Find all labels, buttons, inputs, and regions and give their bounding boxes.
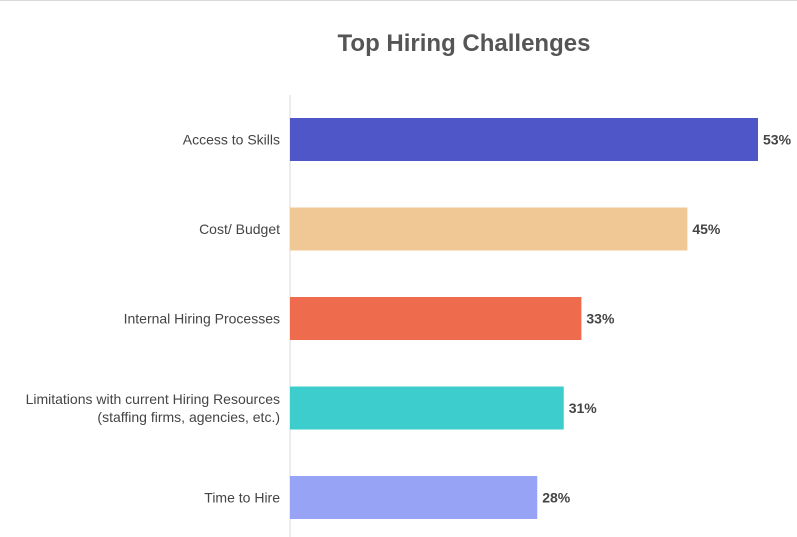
value-label-4: 31% — [569, 400, 598, 416]
category-label-3: Internal Hiring Processes — [124, 311, 280, 327]
value-labels-group: 53% 45% 33% 31% 28% — [542, 132, 791, 506]
category-label-2: Cost/ Budget — [199, 221, 280, 237]
bars-group — [290, 118, 758, 519]
category-label-line: Cost/ Budget — [199, 221, 280, 237]
category-label-line: Access to Skills — [183, 132, 280, 148]
bar-5 — [290, 476, 538, 519]
bar-2 — [290, 207, 688, 251]
category-label-line: Limitations with current Hiring Resource… — [26, 391, 280, 407]
category-label-line: (staffing firms, agencies, etc.) — [97, 409, 280, 425]
category-label-line: Time to Hire — [204, 490, 280, 506]
category-labels-group: Access to Skills Cost/ Budget Internal Hir… — [26, 132, 281, 506]
value-label-3: 33% — [586, 311, 615, 327]
top-border-line — [0, 0, 797, 1]
value-label-2: 45% — [692, 221, 721, 237]
category-label-5: Time to Hire — [204, 490, 280, 506]
chart-title: Top Hiring Challenges — [338, 30, 591, 57]
category-label-line: Internal Hiring Processes — [124, 311, 280, 327]
category-label-1: Access to Skills — [183, 132, 280, 148]
bar-4 — [290, 386, 564, 430]
value-label-1: 53% — [763, 132, 792, 148]
bar-1 — [290, 118, 758, 161]
bar-3 — [290, 297, 582, 340]
category-label-4: Limitations with current Hiring Resource… — [26, 391, 280, 425]
value-label-5: 28% — [542, 490, 571, 506]
